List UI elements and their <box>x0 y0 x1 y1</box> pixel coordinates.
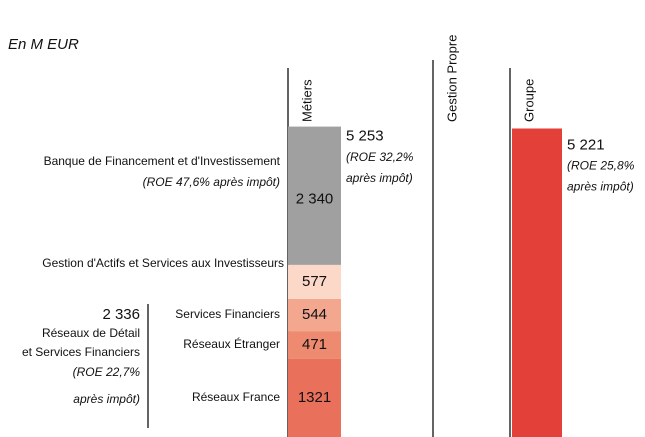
bar-segment <box>288 126 341 265</box>
value-label: 471 <box>302 336 327 353</box>
bar-segment <box>288 264 341 299</box>
value-label: 577 <box>302 273 327 290</box>
subtotal-value: 2 336 <box>102 306 140 323</box>
series-label: Gestion d'Actifs et Services aux Investi… <box>42 256 284 270</box>
column-label: Gestion Propre <box>444 35 459 122</box>
column-label: Groupe <box>521 79 536 122</box>
bar-segment <box>288 358 341 437</box>
value-label: 544 <box>302 306 327 323</box>
subtotal-name: et Services Financiers <box>22 345 140 359</box>
bar-segment <box>288 298 341 332</box>
series-label: Banque de Financement et d'Investissemen… <box>44 154 281 168</box>
subtotal-name: Réseaux de Détail <box>42 326 140 340</box>
series-note: (ROE 47,6% après impôt) <box>143 175 280 189</box>
series-label: Services Financiers <box>175 307 280 321</box>
total-label: 5 221 <box>567 136 605 153</box>
subtotal-note: après impôt) <box>73 392 140 406</box>
value-label: 1321 <box>298 389 331 406</box>
value-label: 2 340 <box>296 191 334 208</box>
total-note: après impôt) <box>346 171 413 185</box>
total-bar <box>512 128 562 437</box>
bar-segment <box>288 331 341 359</box>
series-label: Réseaux France <box>192 390 280 404</box>
total-label: 5 253 <box>346 128 384 145</box>
total-note: après impôt) <box>567 180 634 194</box>
subtotal-note: (ROE 22,7% <box>73 365 141 379</box>
total-note: (ROE 25,8% <box>567 159 635 173</box>
column-label: Métiers <box>299 79 314 122</box>
total-note: (ROE 32,2% <box>346 150 414 164</box>
subtitle: En M EUR <box>8 36 79 53</box>
series-label: Réseaux Étranger <box>183 336 280 351</box>
